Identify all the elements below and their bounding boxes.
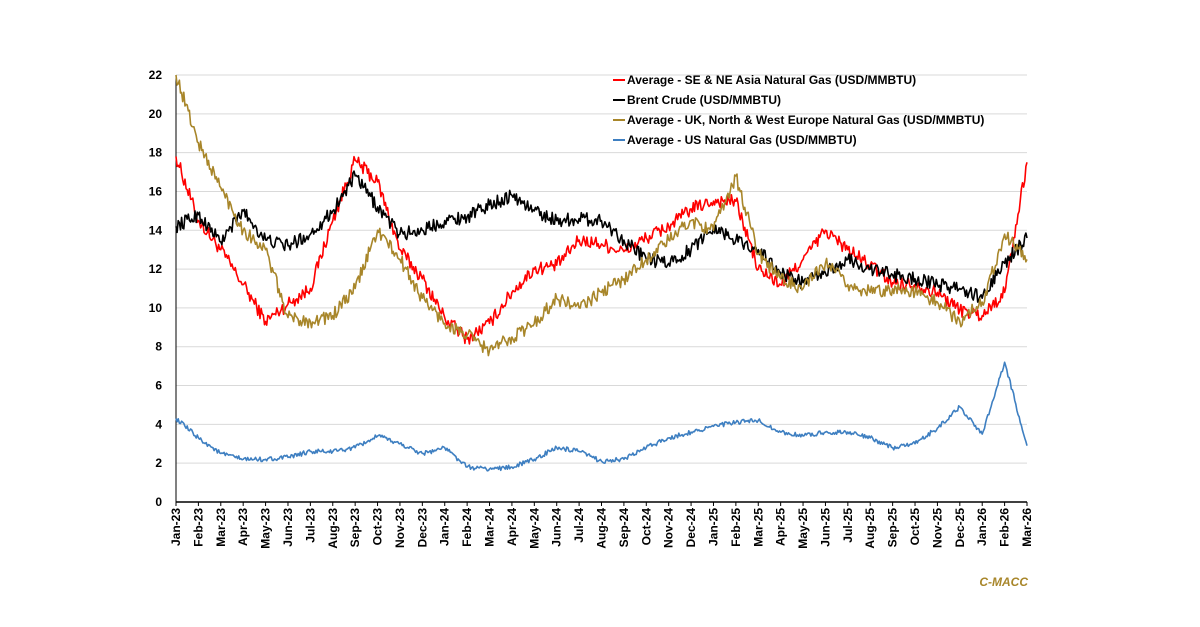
x-tick-label-Jun-25: Jun-25 bbox=[818, 508, 832, 547]
x-tick-label-Mar-25: Mar-25 bbox=[751, 508, 765, 547]
x-axis-ticks: Jan-23 Feb-23 Mar-23 Apr-23 May-23 Jun-23 Jul-… bbox=[169, 502, 1034, 549]
y-tick-label-0: 0 bbox=[155, 495, 162, 509]
x-tick-label-Jan-25: Jan-25 bbox=[706, 508, 720, 546]
x-tick-label-Jul-25: Jul-25 bbox=[841, 508, 855, 543]
x-tick-label-Apr-24: Apr-24 bbox=[505, 508, 519, 546]
series-line-2 bbox=[175, 74, 1028, 357]
series-line-0 bbox=[175, 155, 1028, 345]
x-tick-label-Sep-24: Sep-24 bbox=[617, 508, 631, 548]
x-tick-label-Aug-23: Aug-23 bbox=[326, 508, 340, 549]
x-tick-label-Mar-23: Mar-23 bbox=[214, 508, 228, 547]
y-tick-label-12: 12 bbox=[149, 262, 163, 276]
x-tick-label-May-24: May-24 bbox=[527, 508, 541, 549]
y-tick-label-20: 20 bbox=[149, 107, 163, 121]
x-tick-label-Dec-23: Dec-23 bbox=[415, 508, 429, 548]
legend-label-0: Average - SE & NE Asia Natural Gas (USD/… bbox=[627, 73, 916, 87]
x-tick-label-Jun-24: Jun-24 bbox=[550, 508, 564, 547]
x-tick-label-Dec-24: Dec-24 bbox=[684, 508, 698, 548]
legend-label-1: Brent Crude (USD/MMBTU) bbox=[627, 93, 781, 107]
x-tick-label-Mar-26: Mar-26 bbox=[1020, 508, 1034, 547]
x-tick-label-Feb-26: Feb-26 bbox=[998, 508, 1012, 547]
y-tick-label-10: 10 bbox=[149, 301, 163, 315]
x-tick-label-Jan-24: Jan-24 bbox=[438, 508, 452, 546]
x-tick-label-Jul-24: Jul-24 bbox=[572, 508, 586, 543]
x-tick-label-Oct-23: Oct-23 bbox=[371, 508, 385, 546]
y-tick-label-22: 22 bbox=[149, 68, 163, 82]
x-tick-label-Jul-23: Jul-23 bbox=[303, 508, 317, 543]
x-tick-label-Apr-23: Apr-23 bbox=[236, 508, 250, 546]
x-tick-label-Mar-24: Mar-24 bbox=[483, 508, 497, 547]
gridlines bbox=[176, 74, 1027, 464]
x-tick-label-May-23: May-23 bbox=[259, 508, 273, 549]
y-tick-label-8: 8 bbox=[155, 340, 162, 354]
x-tick-label-Feb-25: Feb-25 bbox=[729, 508, 743, 547]
y-axis-ticks: 0 2 4 6 8 10 12 14 16 18 20 22 bbox=[149, 68, 163, 509]
y-tick-label-4: 4 bbox=[155, 417, 162, 431]
series-line-1 bbox=[175, 170, 1028, 303]
brand-logo-text: C-MACC bbox=[979, 575, 1028, 589]
x-tick-label-Aug-24: Aug-24 bbox=[595, 508, 609, 549]
y-tick-label-18: 18 bbox=[149, 146, 163, 160]
x-tick-label-Nov-23: Nov-23 bbox=[393, 508, 407, 548]
x-tick-label-Nov-25: Nov-25 bbox=[930, 508, 944, 548]
series-line-3 bbox=[175, 361, 1028, 472]
legend: Average - SE & NE Asia Natural Gas (USD/… bbox=[613, 73, 984, 147]
x-tick-label-Aug-25: Aug-25 bbox=[863, 508, 877, 549]
legend-label-3: Average - US Natural Gas (USD/MMBTU) bbox=[627, 133, 857, 147]
x-tick-label-Sep-23: Sep-23 bbox=[348, 508, 362, 548]
legend-label-2: Average - UK, North & West Europe Natura… bbox=[627, 113, 984, 127]
x-tick-label-Apr-25: Apr-25 bbox=[774, 508, 788, 546]
y-tick-label-14: 14 bbox=[149, 223, 163, 237]
x-tick-label-Feb-24: Feb-24 bbox=[460, 508, 474, 547]
x-tick-label-Oct-24: Oct-24 bbox=[639, 508, 653, 546]
x-tick-label-Dec-25: Dec-25 bbox=[953, 508, 967, 548]
x-tick-label-Jan-23: Jan-23 bbox=[169, 508, 183, 546]
x-tick-label-Sep-25: Sep-25 bbox=[886, 508, 900, 548]
x-tick-label-Oct-25: Oct-25 bbox=[908, 508, 922, 546]
x-tick-label-Nov-24: Nov-24 bbox=[662, 508, 676, 548]
x-tick-label-Jan-26: Jan-26 bbox=[975, 508, 989, 546]
series-lines bbox=[175, 74, 1028, 472]
y-tick-label-6: 6 bbox=[155, 379, 162, 393]
y-tick-label-16: 16 bbox=[149, 184, 163, 198]
x-tick-label-Jun-23: Jun-23 bbox=[281, 508, 295, 547]
y-tick-label-2: 2 bbox=[155, 456, 162, 470]
x-tick-label-Feb-23: Feb-23 bbox=[191, 508, 205, 547]
x-tick-label-May-25: May-25 bbox=[796, 508, 810, 549]
